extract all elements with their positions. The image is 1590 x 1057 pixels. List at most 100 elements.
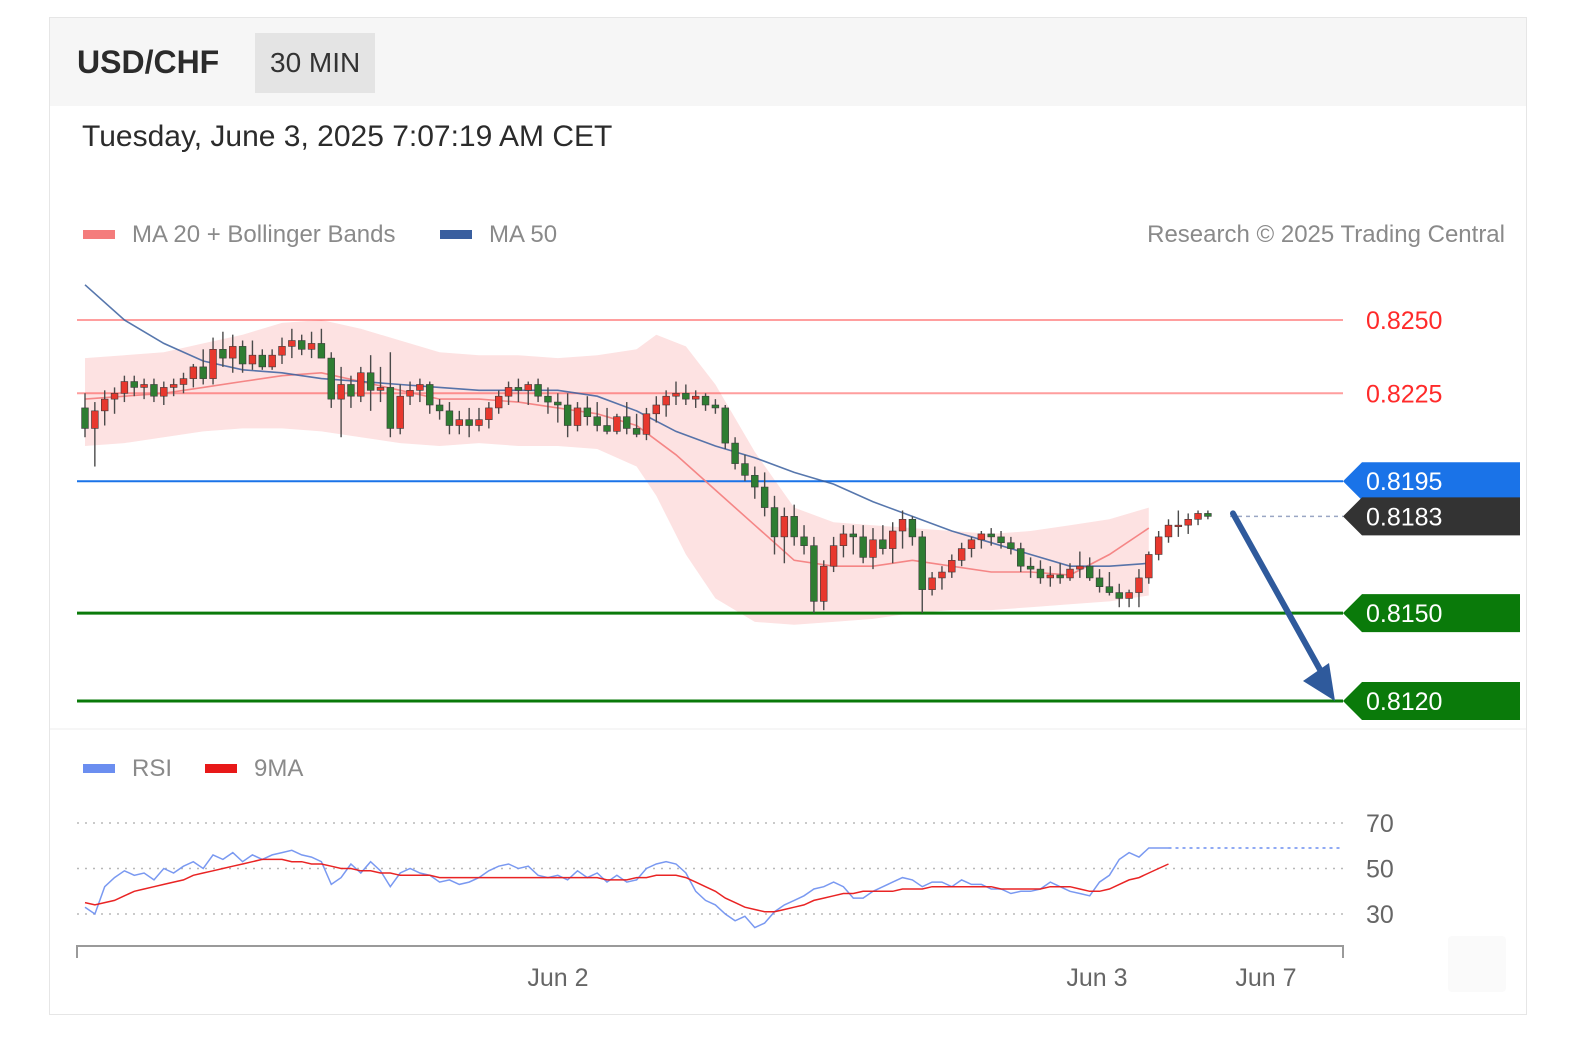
candle-body <box>593 416 601 426</box>
x-tick-jun7: Jun 7 <box>1235 964 1296 992</box>
price-chart-svg: MA 20 + Bollinger Bands MA 50 Research ©… <box>50 221 1526 992</box>
candle-body <box>219 349 227 359</box>
candle-body <box>160 387 168 397</box>
candle-body <box>534 384 542 397</box>
candle-body <box>849 533 858 538</box>
candle-body <box>209 349 217 379</box>
candle-body <box>91 410 99 429</box>
candle-body <box>662 395 670 406</box>
candle-body <box>544 395 552 403</box>
candle-body <box>770 507 779 538</box>
level-label-support: 0.8120 <box>1366 688 1442 716</box>
level-labels: 0.8250 0.8225 0.8195 0.8183 0.8150 0.8120 <box>1343 307 1520 720</box>
candle-body <box>938 571 946 579</box>
time-axis <box>76 945 1344 958</box>
ma20-legend-label: MA 20 + Bollinger Bands <box>132 221 396 248</box>
candle-body <box>130 381 138 388</box>
level-tag-pivot <box>1343 462 1520 501</box>
candle-body <box>751 475 759 488</box>
candle-body <box>780 516 789 538</box>
level-label-resistance: 0.8225 <box>1366 380 1442 408</box>
candle-body <box>120 381 129 394</box>
candle-body <box>347 384 355 397</box>
candle-body <box>248 354 257 365</box>
candle-body <box>1007 542 1015 549</box>
rsi-ma-legend-label: 9MA <box>254 755 303 782</box>
ma20-legend-swatch <box>83 230 115 239</box>
rsi-tick-30: 30 <box>1366 901 1394 929</box>
candle-body <box>967 539 976 549</box>
candle-body <box>1076 565 1084 570</box>
candle-body <box>573 407 582 426</box>
candle-body <box>396 395 404 429</box>
rsi-legend: RSI 9MA <box>83 755 303 782</box>
candle-body <box>583 407 592 418</box>
forecast-arrow-layer <box>1230 510 1335 701</box>
candle-body <box>731 442 739 464</box>
candle-body <box>563 404 572 426</box>
x-tick-jun3: Jun 3 <box>1066 964 1127 992</box>
level-label-support: 0.8150 <box>1366 600 1442 628</box>
forecast-arrow-head <box>1303 663 1335 701</box>
x-tick-jun2: Jun 2 <box>527 964 588 992</box>
rsi-tick-70: 70 <box>1366 810 1394 838</box>
candle-body <box>485 407 493 420</box>
candle-body <box>859 536 867 558</box>
chart-header: USD/CHF 30 MIN <box>50 18 1526 106</box>
candle-body <box>307 343 316 350</box>
candle-body <box>554 401 562 406</box>
rsi-legend-label: RSI <box>132 755 172 782</box>
candles-layer <box>81 328 1212 614</box>
timeframe-badge[interactable]: 30 MIN <box>255 33 376 93</box>
candle-body <box>997 536 1005 544</box>
candle-body <box>386 387 395 429</box>
bollinger-band-layer <box>85 320 1149 625</box>
forecast-arrow-shaft <box>1230 510 1326 678</box>
candle-body <box>455 419 463 426</box>
candle-body <box>1125 592 1133 599</box>
candle-body <box>987 533 995 538</box>
candle-body <box>199 366 207 379</box>
candle-body <box>327 357 335 400</box>
candle-body <box>179 378 188 385</box>
main-legend: MA 20 + Bollinger Bands MA 50 Research ©… <box>83 221 1505 248</box>
candle-body <box>800 536 808 546</box>
candle-body <box>357 372 365 397</box>
rsi-line <box>84 847 1169 929</box>
rsi-ma-line <box>84 858 1169 913</box>
candle-body <box>810 545 818 602</box>
level-tag-last <box>1343 497 1520 536</box>
candle-body <box>691 395 700 400</box>
candle-body <box>741 463 749 476</box>
candle-body <box>672 392 680 397</box>
candle-body <box>711 404 720 409</box>
candle-body <box>238 346 247 365</box>
level-tag-support <box>1343 682 1520 720</box>
candle-body <box>258 354 266 368</box>
candle-body <box>150 384 158 397</box>
symbol-title: USD/CHF <box>77 44 220 80</box>
ma50-legend-swatch <box>440 230 472 239</box>
candle-body <box>337 384 345 400</box>
candle-body <box>1086 565 1094 579</box>
candle-body <box>229 346 237 359</box>
ma50-line <box>84 284 1149 568</box>
level-tag-support <box>1343 594 1520 633</box>
candle-body <box>475 419 483 426</box>
level-lines <box>77 319 1343 703</box>
candle-body <box>721 407 729 444</box>
candle-body <box>524 384 532 391</box>
chart-datetime: Tuesday, June 3, 2025 7:07:19 AM CET <box>82 120 613 153</box>
candle-body <box>957 548 966 561</box>
candle-body <box>1056 574 1064 579</box>
candle-body <box>1194 513 1202 520</box>
level-label-last: 0.8183 <box>1366 503 1442 531</box>
candle-body <box>790 516 798 538</box>
candle-body <box>928 577 936 590</box>
candle-body <box>1036 568 1045 579</box>
candle-body <box>613 416 621 432</box>
candle-body <box>879 539 887 549</box>
candle-body <box>1115 592 1123 599</box>
candle-body <box>1135 577 1143 593</box>
corner-button[interactable] <box>1448 936 1506 992</box>
